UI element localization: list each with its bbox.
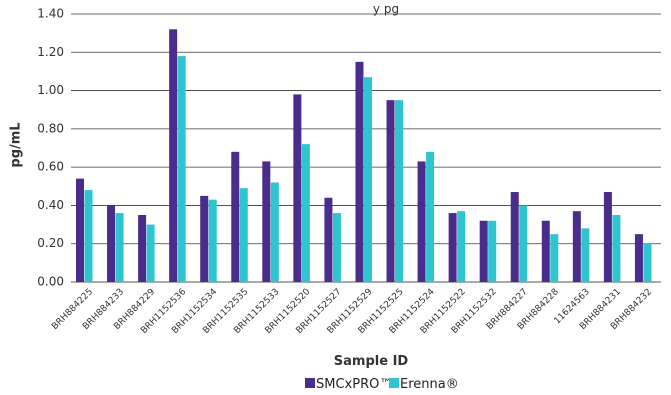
bar-smcxpro: [324, 197, 333, 282]
legend-swatch-smcxpro: [305, 378, 315, 388]
bar-erenna: [208, 199, 217, 282]
bar-erenna: [581, 228, 590, 282]
bar-smcxpro: [107, 205, 116, 282]
bar-erenna: [301, 144, 310, 282]
bar-smcxpro: [200, 195, 209, 282]
y-tick-label: 0.40: [37, 198, 64, 212]
y-tick-label: 1.20: [37, 45, 64, 59]
chart-title-fragment: y pg: [373, 2, 399, 16]
legend-swatch-erenna: [389, 378, 399, 388]
bar-smcxpro: [293, 94, 302, 283]
bar-smcxpro: [541, 220, 550, 282]
bar-erenna: [457, 211, 466, 282]
bar-smcxpro: [572, 211, 581, 282]
bar-smcxpro: [355, 61, 364, 282]
bar-erenna: [395, 100, 404, 283]
legend-label-smcxpro: SMCxPRO™: [316, 377, 392, 392]
bar-erenna: [363, 77, 372, 283]
y-tick-label: 1.00: [37, 83, 64, 97]
bar-erenna: [115, 213, 124, 282]
y-tick-label: 0.80: [37, 121, 64, 135]
bars: [76, 29, 652, 283]
legend-label-erenna: Erenna®: [400, 377, 459, 392]
bar-erenna: [550, 234, 559, 282]
bar-smcxpro: [448, 213, 457, 282]
bar-erenna: [84, 190, 93, 282]
bar-smcxpro: [603, 192, 612, 282]
bar-smcxpro: [138, 215, 147, 282]
x-axis-ticks: BRH884225BRH884233BRH884229BRH1152536BRH…: [50, 287, 654, 336]
bar-smcxpro: [262, 161, 271, 282]
y-axis-ticks: 0.00 0.20 0.40 0.60 0.80 1.00 1.20 1.40: [37, 7, 64, 289]
bar-smcxpro: [169, 29, 178, 282]
bar-smcxpro: [76, 178, 84, 282]
bar-erenna: [239, 188, 248, 282]
y-tick-label: 0.00: [37, 275, 64, 289]
legend: SMCxPRO™ Erenna®: [305, 377, 459, 392]
bar-smcxpro: [634, 234, 643, 282]
x-axis-title: Sample ID: [334, 354, 409, 369]
bar-erenna: [426, 151, 435, 282]
y-tick-label: 1.40: [37, 7, 64, 21]
bar-erenna: [332, 213, 341, 282]
bar-smcxpro: [231, 151, 240, 282]
bar-smcxpro: [510, 192, 519, 282]
y-tick-label: 0.60: [37, 160, 64, 174]
bar-erenna: [270, 182, 279, 282]
bar-smcxpro: [386, 100, 395, 283]
bar-smcxpro: [417, 161, 426, 282]
bar-erenna: [643, 243, 652, 282]
y-tick-label: 0.20: [37, 236, 64, 250]
bar-erenna: [519, 205, 528, 282]
y-axis-title: pg/mL: [9, 122, 24, 167]
bar-erenna: [146, 224, 155, 282]
bar-erenna: [488, 220, 497, 282]
bar-erenna: [177, 56, 186, 282]
bar-erenna: [612, 215, 621, 282]
bar-smcxpro: [479, 220, 488, 282]
